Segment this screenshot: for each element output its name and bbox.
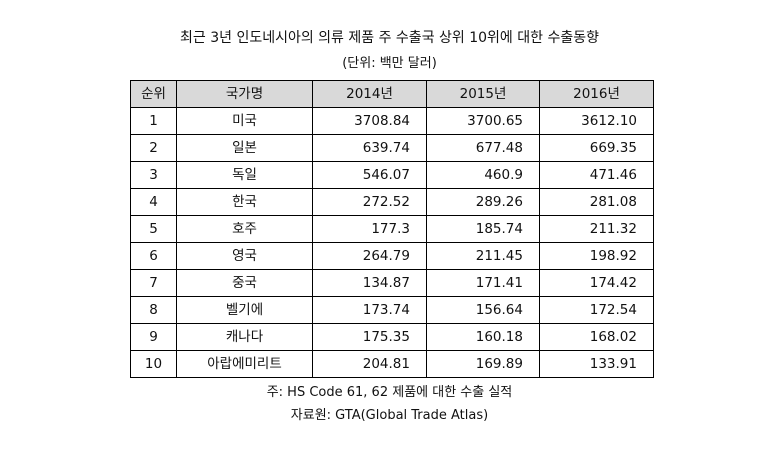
- rank-cell: 8: [130, 296, 177, 324]
- table-body: 1 미국 3708.84 3700.65 3612.10 2 일본 639.74 677.48 6…: [130, 107, 654, 378]
- rank-cell: 6: [130, 242, 177, 270]
- country-cell: 아랍에미리트: [176, 350, 313, 378]
- value-2015-cell: 169.89: [426, 350, 540, 378]
- table-row: 4 한국 272.52 289.26 281.08: [130, 188, 654, 216]
- table-header-row: 순위 국가명 2014년 2015년 2016년: [130, 80, 654, 108]
- country-cell: 한국: [176, 188, 313, 216]
- table-row: 8 벨기에 173.74 156.64 172.54: [130, 296, 654, 324]
- rank-cell: 5: [130, 215, 177, 243]
- table-row: 2 일본 639.74 677.48 669.35: [130, 134, 654, 162]
- source-note: 자료원: GTA(Global Trade Atlas): [290, 408, 489, 423]
- header-country: 국가명: [176, 80, 313, 108]
- value-2016-cell: 174.42: [539, 269, 654, 297]
- value-2015-cell: 156.64: [426, 296, 540, 324]
- rank-cell: 2: [130, 134, 177, 162]
- table-row: 6 영국 264.79 211.45 198.92: [130, 242, 654, 270]
- value-2016-cell: 471.46: [539, 161, 654, 189]
- value-2015-cell: 160.18: [426, 323, 540, 351]
- country-cell: 영국: [176, 242, 313, 270]
- value-2014-cell: 546.07: [312, 161, 427, 189]
- country-cell: 벨기에: [176, 296, 313, 324]
- value-2016-cell: 211.32: [539, 215, 654, 243]
- rank-cell: 1: [130, 107, 177, 135]
- header-2016: 2016년: [539, 80, 654, 108]
- country-cell: 중국: [176, 269, 313, 297]
- value-2016-cell: 133.91: [539, 350, 654, 378]
- header-2014: 2014년: [312, 80, 427, 108]
- export-table: 순위 국가명 2014년 2015년 2016년 1 미국 3708.84 3700.…: [130, 80, 654, 378]
- value-2016-cell: 3612.10: [539, 107, 654, 135]
- value-2015-cell: 460.9: [426, 161, 540, 189]
- value-2016-cell: 168.02: [539, 323, 654, 351]
- value-2014-cell: 134.87: [312, 269, 427, 297]
- footnote: 주: HS Code 61, 62 제품에 대한 수출 실적: [266, 385, 513, 400]
- table-row: 3 독일 546.07 460.9 471.46: [130, 161, 654, 189]
- value-2015-cell: 289.26: [426, 188, 540, 216]
- table-row: 5 호주 177.3 185.74 211.32: [130, 215, 654, 243]
- value-2014-cell: 173.74: [312, 296, 427, 324]
- table-row: 9 캐나다 175.35 160.18 168.02: [130, 323, 654, 351]
- value-2014-cell: 3708.84: [312, 107, 427, 135]
- rank-cell: 3: [130, 161, 177, 189]
- value-2015-cell: 677.48: [426, 134, 540, 162]
- value-2014-cell: 272.52: [312, 188, 427, 216]
- value-2015-cell: 3700.65: [426, 107, 540, 135]
- table-row: 10 아랍에미리트 204.81 169.89 133.91: [130, 350, 654, 378]
- header-2015: 2015년: [426, 80, 540, 108]
- country-cell: 일본: [176, 134, 313, 162]
- value-2014-cell: 177.3: [312, 215, 427, 243]
- rank-cell: 4: [130, 188, 177, 216]
- value-2016-cell: 198.92: [539, 242, 654, 270]
- rank-cell: 7: [130, 269, 177, 297]
- rank-cell: 10: [130, 350, 177, 378]
- unit-label: (단위: 백만 달러): [342, 56, 437, 71]
- header-rank: 순위: [130, 80, 177, 108]
- value-2016-cell: 669.35: [539, 134, 654, 162]
- value-2016-cell: 281.08: [539, 188, 654, 216]
- table-title: 최근 3년 인도네시아의 의류 제품 주 수출국 상위 10위에 대한 수출동향: [180, 30, 599, 46]
- table-row: 1 미국 3708.84 3700.65 3612.10: [130, 107, 654, 135]
- country-cell: 미국: [176, 107, 313, 135]
- country-cell: 호주: [176, 215, 313, 243]
- table-row: 7 중국 134.87 171.41 174.42: [130, 269, 654, 297]
- value-2014-cell: 175.35: [312, 323, 427, 351]
- value-2014-cell: 204.81: [312, 350, 427, 378]
- value-2014-cell: 264.79: [312, 242, 427, 270]
- rank-cell: 9: [130, 323, 177, 351]
- value-2015-cell: 211.45: [426, 242, 540, 270]
- country-cell: 캐나다: [176, 323, 313, 351]
- value-2015-cell: 171.41: [426, 269, 540, 297]
- country-cell: 독일: [176, 161, 313, 189]
- value-2016-cell: 172.54: [539, 296, 654, 324]
- value-2014-cell: 639.74: [312, 134, 427, 162]
- value-2015-cell: 185.74: [426, 215, 540, 243]
